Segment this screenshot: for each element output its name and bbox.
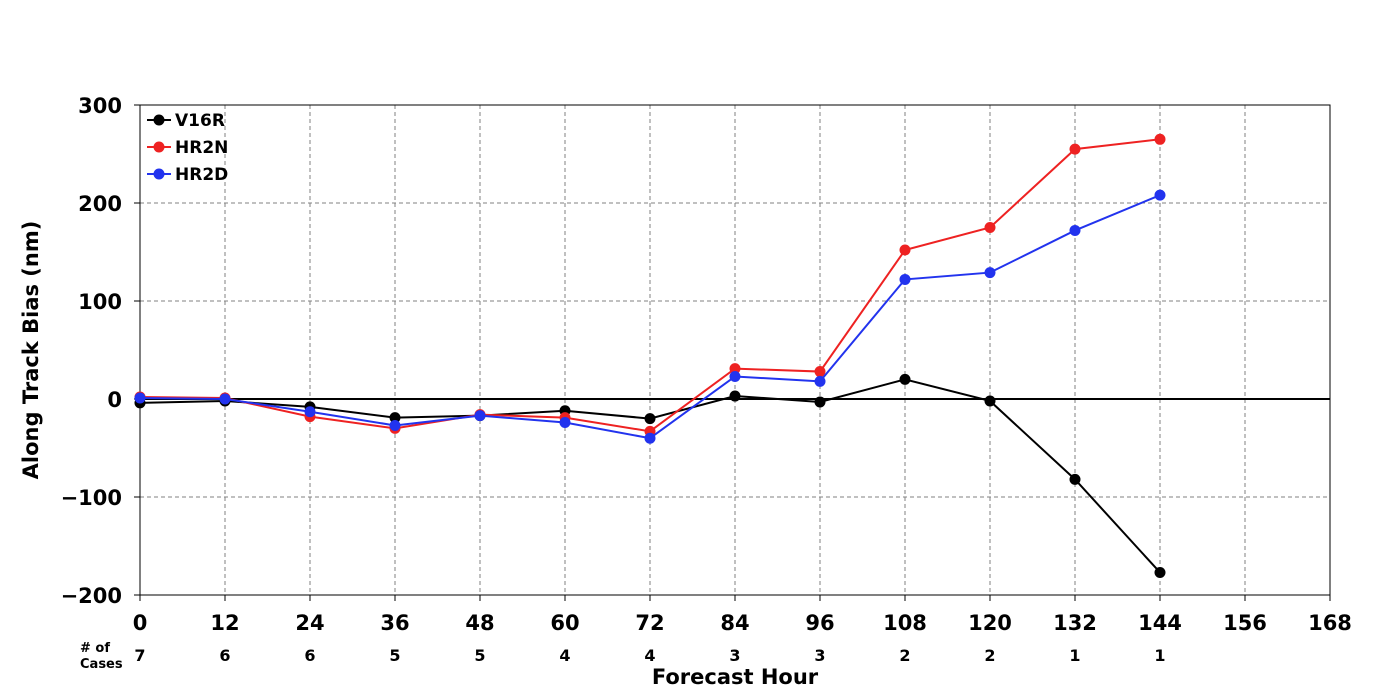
x-tick-label: 0 xyxy=(133,611,148,635)
case-count: 1 xyxy=(1069,646,1080,665)
grid-layer xyxy=(140,105,1330,595)
y-tick-label: 0 xyxy=(107,388,122,412)
legend-item-v16r: V16R xyxy=(147,111,225,131)
x-axis-title: Forecast Hour xyxy=(652,665,819,689)
case-count: 3 xyxy=(729,646,740,665)
series-hr2n xyxy=(134,133,1166,437)
tick-layer: 0 12 24 36 48 60 72 84 96 108 120 132 144 156 168 −200 −… xyxy=(61,94,1352,635)
series-hr2d xyxy=(134,189,1166,444)
x-tick-label: 144 xyxy=(1138,611,1182,635)
case-count: 5 xyxy=(474,646,485,665)
data-point-v16r xyxy=(389,412,401,424)
data-point-v16r xyxy=(1069,473,1081,485)
x-tick-label: 60 xyxy=(550,611,579,635)
legend-marker xyxy=(153,114,165,126)
data-point-v16r xyxy=(1154,566,1166,578)
data-point-hr2d xyxy=(644,432,656,444)
data-point-hr2d xyxy=(1154,189,1166,201)
legend-item-hr2d: HR2D xyxy=(147,165,228,185)
data-point-hr2d xyxy=(814,375,826,387)
data-point-hr2d xyxy=(304,406,316,418)
data-point-v16r xyxy=(899,373,911,385)
case-count: 7 xyxy=(134,646,145,665)
data-point-hr2d xyxy=(984,267,996,279)
data-point-hr2d xyxy=(134,392,146,404)
x-tick-label: 132 xyxy=(1053,611,1097,635)
x-tick-label: 108 xyxy=(883,611,927,635)
legend-marker xyxy=(153,168,165,180)
case-count: 2 xyxy=(899,646,910,665)
legend-item-hr2n: HR2N xyxy=(147,138,228,158)
data-point-hr2n xyxy=(984,222,996,233)
y-tick-label: 300 xyxy=(78,94,122,118)
x-tick-label: 120 xyxy=(968,611,1012,635)
data-point-hr2n xyxy=(899,244,911,256)
data-point-hr2d xyxy=(389,419,401,431)
x-tick-label: 72 xyxy=(635,611,664,635)
data-point-hr2d xyxy=(559,417,571,429)
data-point-hr2d xyxy=(729,370,741,382)
y-axis-title: Along Track Bias (nm) xyxy=(19,221,43,480)
data-point-hr2d xyxy=(474,410,486,422)
case-count: 4 xyxy=(644,646,655,665)
data-point-v16r xyxy=(814,396,826,408)
y-tick-label: 100 xyxy=(78,290,122,314)
data-point-hr2n xyxy=(814,366,826,378)
legend-marker xyxy=(153,141,165,153)
x-tick-label: 168 xyxy=(1308,611,1352,635)
cases-layer: # of Cases 7 6 6 5 5 4 4 3 3 2 2 1 1 xyxy=(80,641,1166,672)
x-tick-label: 48 xyxy=(465,611,494,635)
case-count: 3 xyxy=(814,646,825,665)
x-tick-label: 84 xyxy=(720,611,749,635)
data-point-hr2d xyxy=(1069,224,1081,236)
legend-label: V16R xyxy=(175,111,225,131)
x-tick-label: 12 xyxy=(210,611,239,635)
case-count: 4 xyxy=(559,646,570,665)
data-point-hr2n xyxy=(1154,133,1166,145)
case-count: 6 xyxy=(304,646,315,665)
data-point-hr2n xyxy=(729,363,741,375)
data-point-v16r xyxy=(644,413,656,425)
y-tick-label: 200 xyxy=(78,192,122,216)
case-count: 5 xyxy=(389,646,400,665)
legend-label: HR2D xyxy=(175,165,228,185)
case-count: 1 xyxy=(1154,646,1165,665)
cases-label-line2: Cases xyxy=(80,657,123,672)
legend-label: HR2N xyxy=(175,138,228,158)
cases-label-line1: # of xyxy=(80,641,110,656)
y-tick-label: −200 xyxy=(61,584,122,608)
x-tick-label: 96 xyxy=(805,611,834,635)
data-point-v16r xyxy=(984,395,996,407)
data-point-v16r xyxy=(729,390,741,402)
case-count: 2 xyxy=(984,646,995,665)
x-tick-label: 156 xyxy=(1223,611,1267,635)
legend: V16R HR2N HR2D xyxy=(147,111,228,185)
x-tick-label: 36 xyxy=(380,611,409,635)
x-tick-label: 24 xyxy=(295,611,324,635)
y-tick-label: −100 xyxy=(61,486,122,510)
data-point-hr2d xyxy=(899,273,911,285)
data-point-hr2n xyxy=(1069,143,1081,155)
data-point-hr2d xyxy=(219,393,231,405)
series-layer xyxy=(134,133,1166,578)
case-count: 6 xyxy=(219,646,230,665)
